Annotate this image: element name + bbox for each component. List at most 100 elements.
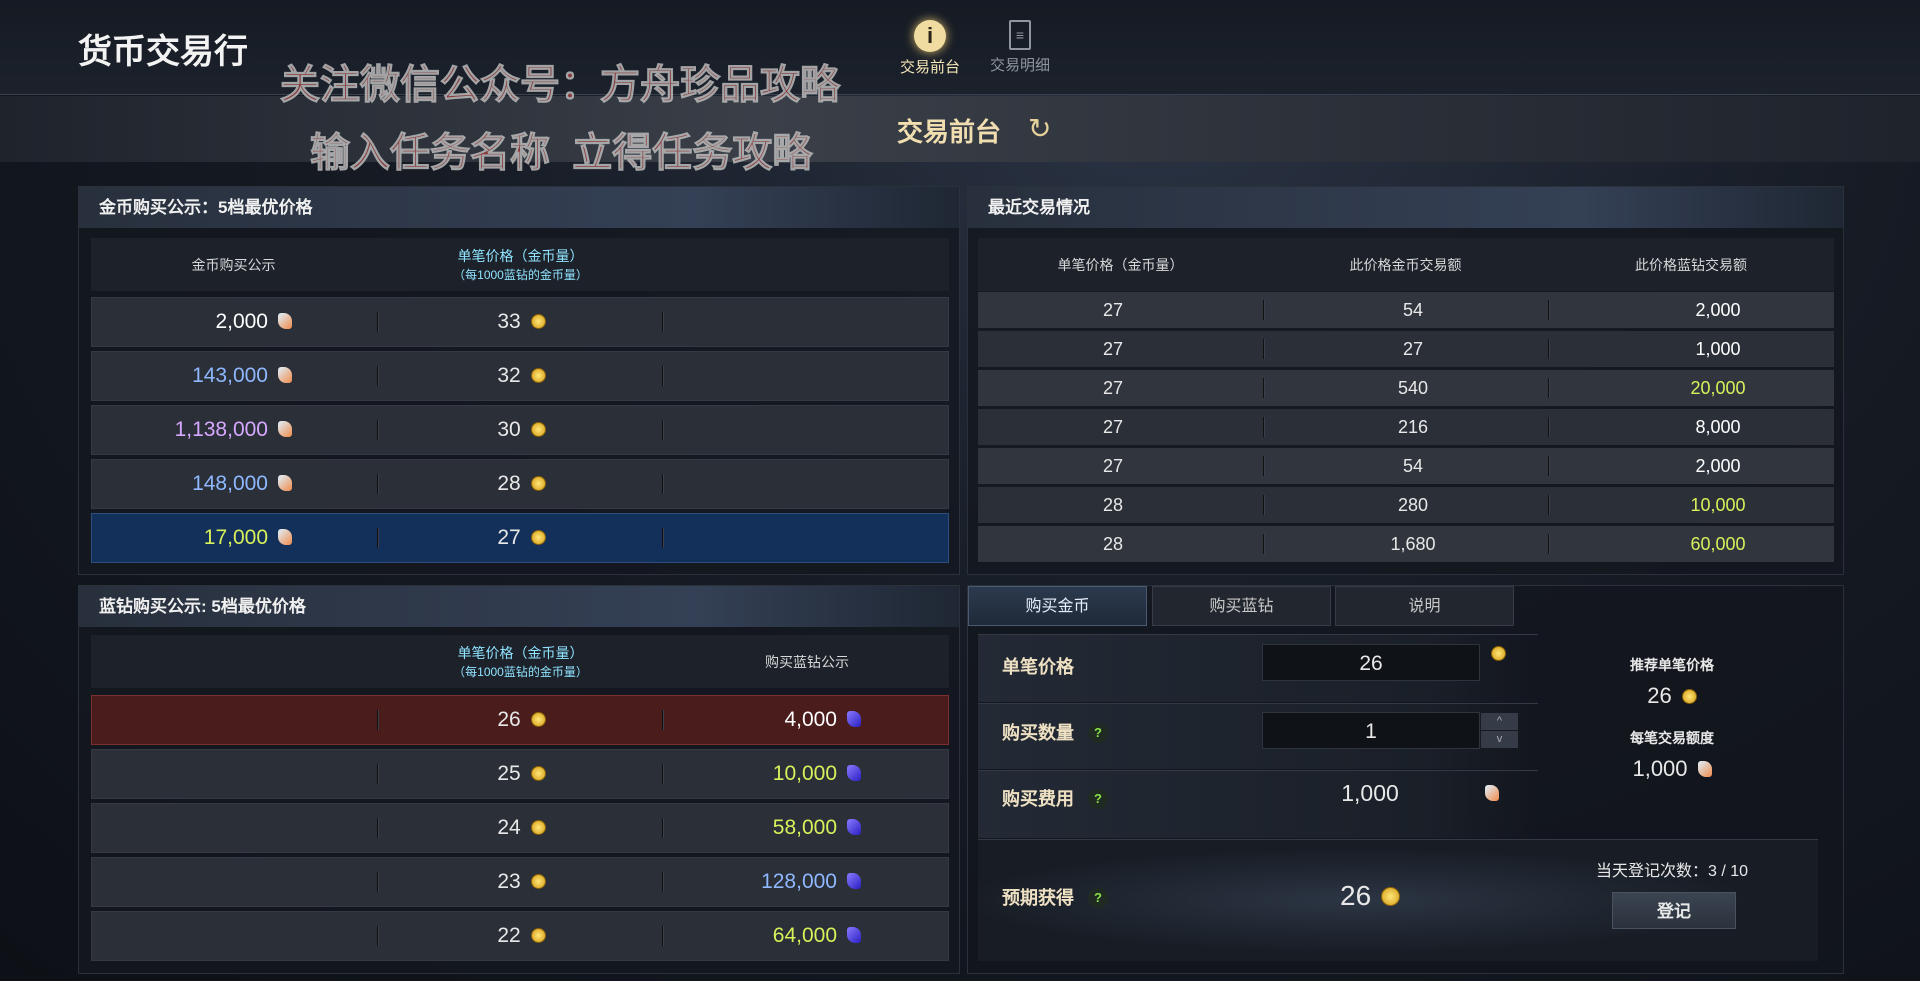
price-cell: 28 [1102,495,1124,515]
qty-label: 购买数量? [1002,719,1108,745]
price-cell: 27 [1102,339,1124,359]
table-row[interactable]: 143,000 32 [91,351,949,401]
nav-trade-detail[interactable]: ≡ 交易明细 [980,20,1060,75]
gold-coin-icon [1381,887,1401,906]
sub-header [0,96,1920,162]
column-divider [377,872,379,892]
gold-volume-cell: 54 [1402,300,1424,320]
price-input[interactable]: 26 [1262,644,1480,681]
column-divider [1548,456,1550,476]
gold-volume-cell: 54 [1402,456,1424,476]
table-row: 27 216 8,000 [978,409,1834,445]
table-row: 28 1,680 60,000 [978,526,1834,562]
gold-coin-icon [530,422,546,437]
column-divider [662,872,664,892]
gold-coin-icon [530,928,546,943]
table-row[interactable]: 1,138,000 30 [91,405,949,455]
panel-title: 最近交易情况 [968,187,1843,228]
diamond-icon [278,475,292,491]
top-bar [0,0,1920,95]
column-divider [1263,339,1265,359]
qty-increment-button[interactable]: ^ [1481,713,1518,730]
column-divider [1263,417,1265,437]
help-icon[interactable]: ? [1088,888,1108,908]
diamond-icon [278,313,292,329]
help-icon[interactable]: ? [1088,789,1108,809]
column-divider [662,926,664,946]
table-row[interactable]: 26 4,000 [91,695,949,745]
gold-coin-icon [530,820,546,835]
table-row: 27 54 2,000 [978,292,1834,328]
help-icon[interactable]: ? [1088,723,1108,743]
price-cell: 23 [379,858,664,906]
table-row: 28 280 10,000 [978,487,1834,523]
gold-volume-cell: 216 [1397,417,1429,437]
diamond-icon [278,367,292,383]
column-divider [662,710,664,730]
column-divider [377,528,379,548]
column-divider [662,312,664,332]
gold-coin-icon [1681,689,1697,704]
recommended-price-label: 推荐单笔价格 [1630,657,1714,673]
refresh-icon[interactable]: ↻ [1028,113,1052,144]
panel-title: 金币购买公示：5档最优价格 [79,187,959,228]
diamond-volume-cell: 10,000 [1690,495,1746,515]
diamond-volume-cell: 60,000 [1690,534,1746,554]
diamond-volume-cell: 1,000 [1695,339,1741,359]
table-row[interactable]: 24 58,000 [91,803,949,853]
table-row[interactable]: 23 128,000 [91,857,949,907]
column-divider [1263,456,1265,476]
expect-label: 预期获得? [1002,884,1108,910]
gold-volume-cell: 1,680 [1390,534,1436,554]
qty-decrement-button[interactable]: v [1481,731,1518,748]
diamond-icon [1697,761,1712,777]
price-cell: 27 [379,514,664,562]
table-row[interactable]: 22 64,000 [91,911,949,961]
column-divider [1263,300,1265,320]
daily-register-count: 当天登记次数：3 / 10 [1595,863,1749,880]
panel-title: 蓝钻购买公示: 5档最优价格 [79,586,959,627]
info-icon: i [914,20,946,52]
gold-coin-icon [530,368,546,383]
diamond-volume-cell: 2,000 [1695,456,1741,476]
price-cell: 27 [1102,456,1124,476]
column-divider [1548,339,1550,359]
blue-diamond-icon [847,819,861,835]
table-row[interactable]: 148,000 28 [91,459,949,509]
col-diamond-volume: 此价格蓝钻交易额 [1635,256,1747,273]
gold-coin-icon [530,530,546,545]
tab-buy-diamond[interactable]: 购买蓝钻 [1152,586,1331,626]
column-divider [377,366,379,386]
column-divider [1263,378,1265,398]
table-row[interactable]: 25 10,000 [91,749,949,799]
diamond-amount-cell: 4,000 [666,696,861,744]
tab-buy-gold[interactable]: 购买金币 [968,586,1147,626]
diamond-volume-cell: 20,000 [1690,378,1746,398]
gold-coin-icon [1491,646,1506,661]
table-row: 27 540 20,000 [978,370,1834,406]
register-button[interactable]: 登记 [1612,892,1736,929]
watermark-line1: 关注微信公众号：方舟珍品攻略 [280,63,841,108]
qty-input[interactable]: 1 [1262,712,1480,749]
gold-amount-cell: 143,000 [92,352,292,400]
price-cell: 27 [1102,300,1124,320]
table-row[interactable]: 2,000 33 [91,297,949,347]
cost-value: 1,000 [1341,780,1399,806]
expect-value: 26 [1340,880,1401,912]
table-header: 单笔价格（金币量） 此价格金币交易额 此价格蓝钻交易额 [978,238,1834,291]
col-price: 单笔价格（金币量） （每1000蓝钻的金币量） [453,645,588,679]
price-cell: 26 [379,696,664,744]
gold-coin-icon [530,314,546,329]
column-divider [662,818,664,838]
price-cell: 32 [379,352,664,400]
tab-description[interactable]: 说明 [1335,586,1514,626]
col-gold-amount: 金币购买公示 [191,256,276,273]
gold-amount-cell: 1,138,000 [92,406,292,454]
gold-amount-cell: 17,000 [92,514,292,562]
table-header: 金币购买公示 单笔价格（金币量） （每1000蓝钻的金币量） [91,238,949,291]
nav-trade-front[interactable]: i 交易前台 [890,20,970,77]
blue-diamond-icon [847,711,861,727]
trade-limit-value: 1,000 [1572,756,1772,782]
table-row[interactable]: 17,000 27 [91,513,949,563]
price-label: 单笔价格 [1002,657,1074,677]
